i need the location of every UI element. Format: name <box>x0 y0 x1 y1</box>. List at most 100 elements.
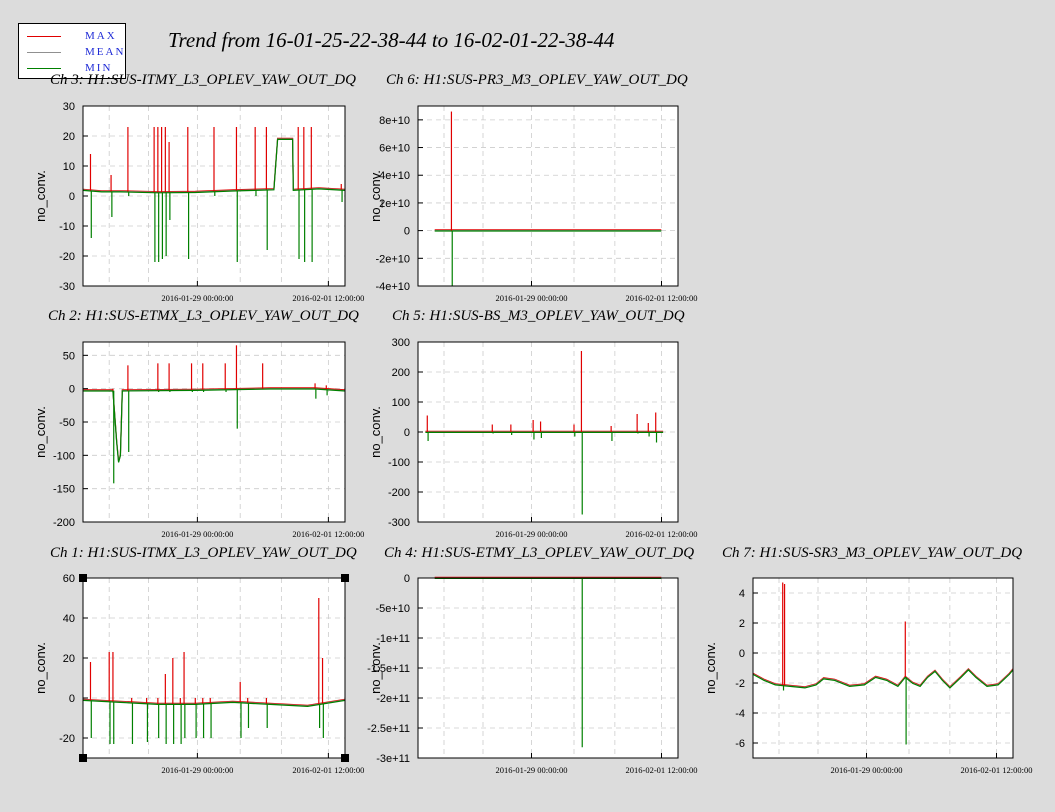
selection-handle <box>79 574 87 582</box>
y-tick-label: 0 <box>404 427 410 439</box>
y-tick-label: 20 <box>63 653 75 665</box>
y-axis-label: no_conv. <box>33 642 48 694</box>
y-tick-label: -200 <box>388 487 410 499</box>
y-tick-label: -4e+10 <box>375 281 410 293</box>
y-tick-label: 0 <box>739 648 745 660</box>
series-min-line <box>83 388 346 463</box>
plot-area <box>418 106 678 286</box>
chart-svg: -3e+11 -2.5e+11 -2e+11 -1.5e+11 -1e+11 -5e+10… <box>367 573 698 775</box>
chart-panel-ch7: -6 -4 -2 0 2 4 2016-01-29 00:00:00 2016-02-01 1… <box>703 568 1043 783</box>
y-tick-label: -6 <box>735 738 745 750</box>
y-tick-label: 0 <box>69 384 75 396</box>
y-tick-label: 6e+10 <box>379 143 410 155</box>
y-tick-label: -20 <box>59 733 75 745</box>
series-min-line <box>752 669 1014 689</box>
y-tick-label: -200 <box>53 517 75 529</box>
legend-item-mean: MEAN <box>27 46 127 60</box>
chart-title-ch3: Ch 3: H1:SUS-ITMY_L3_OPLEV_YAW_OUT_DQ <box>50 72 356 88</box>
x-tick-label: 2016-01-29 00:00:00 <box>831 765 903 775</box>
y-axis-label: no_conv. <box>368 170 383 222</box>
y-tick-label: -300 <box>388 517 410 529</box>
series-min-line <box>82 138 346 194</box>
legend-label-mean: MEAN <box>85 46 126 58</box>
y-tick-label: 40 <box>63 613 75 625</box>
x-tick-label: 2016-01-29 00:00:00 <box>161 529 233 539</box>
legend-label-max: MAX <box>85 30 117 42</box>
x-tick-label: 2016-01-29 00:00:00 <box>496 529 568 539</box>
legend: MAX MEAN MIN <box>18 23 126 79</box>
y-tick-label: 60 <box>63 573 75 585</box>
y-tick-label: -1e+11 <box>376 633 410 645</box>
series-min-line <box>82 699 346 708</box>
y-tick-label: 0 <box>404 226 410 238</box>
y-tick-label: -50 <box>59 417 75 429</box>
x-tick-label: 2016-02-01 12:00:00 <box>292 529 364 539</box>
y-axis-label: no_conv. <box>703 642 718 694</box>
y-tick-label: -2.5e+11 <box>367 723 410 735</box>
plot-frame <box>82 577 346 759</box>
legend-label-min: MIN <box>85 62 113 74</box>
y-tick-label: 2 <box>739 618 745 630</box>
chart-svg: -20 0 20 40 60 2016-01-29 00:00:00 2016-02-01 … <box>33 573 364 775</box>
y-tick-label: -2e+10 <box>375 253 410 265</box>
y-tick-label: -5e+10 <box>375 603 410 615</box>
y-axis-label: no_conv. <box>33 406 48 458</box>
selection-handle <box>341 574 349 582</box>
y-tick-label: -2 <box>735 678 745 690</box>
chart-panel-ch4: -3e+11 -2.5e+11 -2e+11 -1.5e+11 -1e+11 -5e+10… <box>367 568 708 783</box>
y-tick-label: 0 <box>404 573 410 585</box>
plot-frame <box>417 105 679 287</box>
chart-svg: -300 -200 -100 0 100 200 300 2016-01-29 00:00:0… <box>368 337 698 539</box>
chart-svg: -200 -150 -100 -50 0 50 2016-01-29 00:00:00 201… <box>33 341 364 539</box>
plot-area <box>83 342 345 522</box>
x-tick-label: 2016-02-01 12:00:00 <box>961 765 1033 775</box>
selection-handle <box>79 754 87 762</box>
legend-line-min <box>27 68 61 69</box>
y-tick-label: 200 <box>392 367 410 379</box>
legend-line-mean <box>27 52 61 53</box>
x-tick-label: 2016-02-01 12:00:00 <box>292 765 364 775</box>
y-axis-label: no_conv. <box>33 170 48 222</box>
series-max-line <box>82 698 346 706</box>
x-tick-label: 2016-01-29 00:00:00 <box>161 765 233 775</box>
chart-svg: -30 -20 -10 0 10 20 30 2016-01-29 00:00:00 2016-… <box>33 101 364 303</box>
y-tick-label: -4 <box>735 708 745 720</box>
chart-title-ch6: Ch 6: H1:SUS-PR3_M3_OPLEV_YAW_OUT_DQ <box>386 72 688 88</box>
x-tick-label: 2016-01-29 00:00:00 <box>161 293 233 303</box>
y-axis-label: no_conv. <box>368 642 383 694</box>
y-tick-label: 10 <box>63 161 75 173</box>
chart-panel-ch2: -200 -150 -100 -50 0 50 2016-01-29 00:00:00 201… <box>33 332 375 547</box>
plot-area <box>753 578 1013 758</box>
x-tick-label: 2016-02-01 12:00:00 <box>626 765 698 775</box>
y-tick-label: -3e+11 <box>376 753 410 765</box>
y-tick-label: -2e+11 <box>376 693 410 705</box>
y-tick-label: 4e+10 <box>379 170 410 182</box>
y-tick-label: 100 <box>392 397 410 409</box>
y-axis-label: no_conv. <box>368 406 383 458</box>
y-tick-label: 20 <box>63 131 75 143</box>
y-tick-label: 300 <box>392 337 410 349</box>
y-tick-label: 4 <box>739 588 745 600</box>
selection-handle <box>341 754 349 762</box>
chart-panel-ch1[interactable]: -20 0 20 40 60 2016-01-29 00:00:00 2016-02-01 … <box>33 568 375 783</box>
chart-title-ch4: Ch 4: H1:SUS-ETMY_L3_OPLEV_YAW_OUT_DQ <box>384 545 695 561</box>
chart-title-ch2: Ch 2: H1:SUS-ETMX_L3_OPLEV_YAW_OUT_DQ <box>48 308 359 324</box>
x-tick-label: 2016-01-29 00:00:00 <box>496 293 568 303</box>
y-tick-label: -150 <box>53 484 75 496</box>
legend-item-max: MAX <box>27 30 127 44</box>
y-tick-label: -20 <box>59 251 75 263</box>
chart-panel-ch5: -300 -200 -100 0 100 200 300 2016-01-29 00:00:0… <box>368 332 708 547</box>
y-tick-label: -100 <box>388 457 410 469</box>
y-tick-label: 30 <box>63 101 75 113</box>
y-tick-label: 0 <box>69 191 75 203</box>
x-tick-label: 2016-02-01 12:00:00 <box>626 529 698 539</box>
chart-svg: -6 -4 -2 0 2 4 2016-01-29 00:00:00 2016-02-01 1… <box>703 577 1033 775</box>
series-max-line <box>82 137 346 193</box>
y-tick-label: 50 <box>63 350 75 362</box>
chart-title-ch1: Ch 1: H1:SUS-ITMX_L3_OPLEV_YAW_OUT_DQ <box>50 545 357 561</box>
plot-area <box>83 578 345 758</box>
y-tick-label: 8e+10 <box>379 115 410 127</box>
chart-svg: -4e+10 -2e+10 0 2e+10 4e+10 6e+10 8e+10 2016-01… <box>368 105 698 303</box>
y-tick-label: -1.5e+11 <box>367 663 410 675</box>
legend-item-min: MIN <box>27 62 127 76</box>
